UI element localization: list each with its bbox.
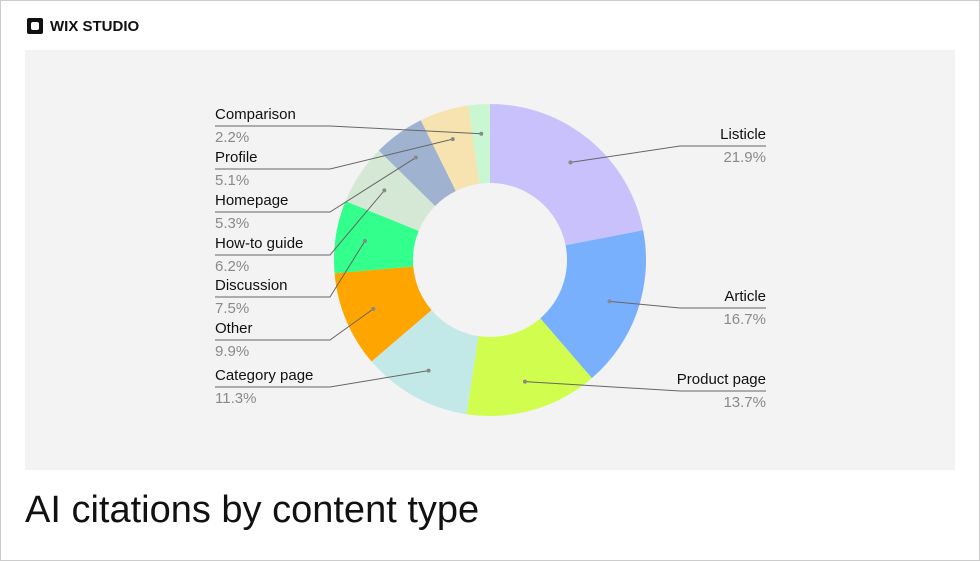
- leader-dot: [413, 155, 418, 160]
- brand: WIX STUDIO: [50, 18, 139, 35]
- leader-dot: [450, 137, 455, 142]
- leader-line: [215, 308, 374, 341]
- logo-mark-inner: [31, 22, 39, 30]
- leader-dot: [426, 368, 431, 373]
- slice-label: Discussion: [215, 277, 288, 294]
- leader-dot: [568, 160, 573, 165]
- chart-title: AI citations by content type: [25, 489, 479, 531]
- slice-label: Other: [215, 320, 253, 337]
- slice: [468, 104, 490, 184]
- slice-value: 13.7%: [723, 394, 766, 411]
- slice: [490, 104, 644, 246]
- slice-value: 7.5%: [215, 300, 249, 317]
- leader-dot: [479, 131, 484, 136]
- slice-label: How-to guide: [215, 235, 303, 252]
- slice: [378, 120, 456, 206]
- slice-value: 2.2%: [215, 129, 249, 146]
- slice-label: Listicle: [720, 126, 766, 143]
- slice: [334, 201, 419, 274]
- slice-label: Category page: [215, 367, 313, 384]
- slice-value: 11.3%: [215, 390, 256, 407]
- slice-value: 21.9%: [723, 149, 766, 166]
- slice-value: 5.3%: [215, 215, 249, 232]
- slice: [345, 150, 436, 231]
- slice-label: Article: [724, 288, 766, 305]
- leader-line: [215, 240, 366, 298]
- leader-line: [215, 138, 453, 170]
- leader-dot: [522, 379, 527, 384]
- slice: [420, 105, 480, 191]
- leader-line: [215, 157, 417, 213]
- leader-line: [215, 190, 385, 256]
- leader-dot: [607, 299, 612, 304]
- slice: [540, 230, 647, 379]
- slice-label: Profile: [215, 149, 258, 166]
- slice-value: 9.9%: [215, 343, 249, 360]
- slice-value: 5.1%: [215, 172, 249, 189]
- slice-value: 6.2%: [215, 258, 249, 275]
- leader-line: [215, 370, 429, 388]
- leader-dot: [382, 188, 387, 193]
- leader-line: [215, 125, 482, 135]
- leader-line: [570, 145, 766, 163]
- slice-value: 16.7%: [723, 311, 766, 328]
- leader-line: [609, 300, 766, 309]
- slice-label: Product page: [677, 371, 766, 388]
- leader-line: [524, 381, 766, 392]
- slice-label: Comparison: [215, 106, 296, 123]
- slice: [334, 266, 432, 362]
- leader-dot: [371, 306, 376, 311]
- slice-label: Homepage: [215, 192, 288, 209]
- slice: [466, 318, 592, 416]
- slice: [371, 310, 479, 415]
- leader-dot: [362, 238, 367, 243]
